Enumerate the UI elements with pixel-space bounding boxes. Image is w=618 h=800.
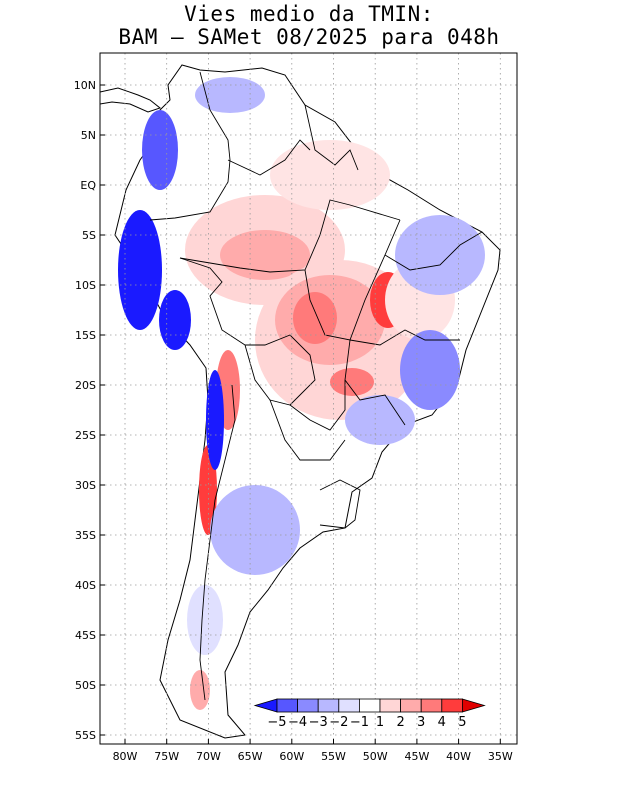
colorbar-swatch (276, 698, 299, 713)
bias-colombia-pacific (142, 110, 178, 190)
colorbar-label: −2 (329, 715, 348, 730)
lat-label: 10S (75, 279, 96, 292)
colorbar-swatch (420, 698, 443, 713)
border-guianas (304, 104, 359, 171)
bias-patagonia-light (187, 585, 223, 655)
border-peru-brazil (179, 257, 246, 346)
lat-label: 25S (75, 429, 96, 442)
bias-central-strong (293, 292, 337, 344)
border-paraguay (289, 380, 346, 431)
colorbar-swatch (441, 698, 463, 713)
border-brazil-interior-north (179, 199, 401, 273)
longitude-labels: 80W 75W 70W 65W 60W 55W 50W 45W 40W 35W (113, 739, 513, 763)
colorbar-label: 5 (458, 715, 466, 730)
bias-bahia-medium (400, 330, 460, 410)
latitude-labels: 10N 5N EQ 5S 10S 15S 20S 25S 30S 35S 40S 45S 50S 55S (74, 79, 105, 742)
bias-amazon-medium (220, 230, 310, 280)
lon-label: 75W (154, 750, 179, 763)
border-venezuela-brazil (227, 139, 311, 176)
lon-label: 45W (404, 750, 429, 763)
bias-matogrosso-strong (330, 368, 374, 396)
bias-andes-south (190, 670, 210, 710)
lat-label: 15S (75, 329, 96, 342)
border-argentina-north (269, 399, 346, 461)
lat-label: 20S (75, 379, 96, 392)
continent-layer (100, 53, 517, 744)
lat-label: 5S (82, 229, 96, 242)
map-frame (99, 52, 518, 745)
border-chile-argentina (199, 384, 236, 701)
colorbar-label: 3 (417, 715, 425, 730)
colorbar-label: 2 (396, 715, 404, 730)
lat-label: 40S (75, 579, 96, 592)
border-bolivia (244, 334, 316, 406)
colorbar-label: −5 (267, 715, 286, 730)
lon-label: 50W (363, 750, 388, 763)
border-brazil-states-c (349, 329, 460, 346)
bias-argentina-light (210, 485, 300, 575)
lat-label: 10N (74, 79, 96, 92)
colorbar-high-arrow (461, 698, 486, 713)
border-uruguay (319, 479, 361, 529)
lat-label: 55S (75, 729, 96, 742)
colorbar-label: 4 (438, 715, 446, 730)
bias-peru-andes (159, 290, 191, 350)
bias-chile-north-coast (206, 370, 224, 470)
map-title-line-2: BAM – SAMet 08/2025 para 048h (118, 25, 500, 49)
colorbar-label: 1 (376, 715, 384, 730)
colorbar-low-arrow (253, 698, 278, 713)
border-brazil-states-b (384, 231, 483, 271)
bias-north-light (270, 140, 390, 210)
map-graticule (100, 53, 517, 744)
lat-label: 30S (75, 479, 96, 492)
lon-label: 70W (196, 750, 221, 763)
bias-southeast-light (345, 395, 415, 445)
lat-label: 5N (81, 129, 96, 142)
negative-bias-areas (118, 77, 485, 655)
lon-label: 80W (113, 750, 138, 763)
border-colombia-venezuela (199, 71, 231, 161)
border-brazil-states-d (344, 339, 406, 426)
lat-label: 50S (75, 679, 96, 692)
colorbar-legend: −5 −4 −3 −2 −1 1 2 3 4 5 (253, 698, 486, 730)
colorbar-swatch (338, 698, 360, 713)
bias-northeast-brazil (395, 215, 485, 295)
lat-label: EQ (80, 179, 96, 192)
lon-label: 60W (279, 750, 304, 763)
lon-label: 35W (488, 750, 513, 763)
colorbar-label: −3 (309, 715, 328, 730)
map-title-line-1: Vies medio da TMIN: (184, 2, 434, 26)
colorbar-swatch (400, 698, 422, 713)
colorbar-swatch (317, 698, 340, 713)
lon-label: 55W (321, 750, 346, 763)
colorbar-swatch (297, 698, 319, 713)
lon-label: 65W (238, 750, 263, 763)
colorbar-label: −1 (350, 715, 369, 730)
lat-label: 35S (75, 529, 96, 542)
colorbar-label: −4 (288, 715, 307, 730)
bias-venezuela-light (195, 77, 265, 113)
lon-label: 40W (446, 750, 471, 763)
colorbar-swatch (379, 698, 402, 713)
central-america-strip (100, 87, 162, 113)
country-borders (149, 71, 483, 701)
bias-ecuador-peru-coast (118, 210, 162, 330)
lat-label: 45S (75, 629, 96, 642)
colorbar-swatch (358, 698, 381, 713)
